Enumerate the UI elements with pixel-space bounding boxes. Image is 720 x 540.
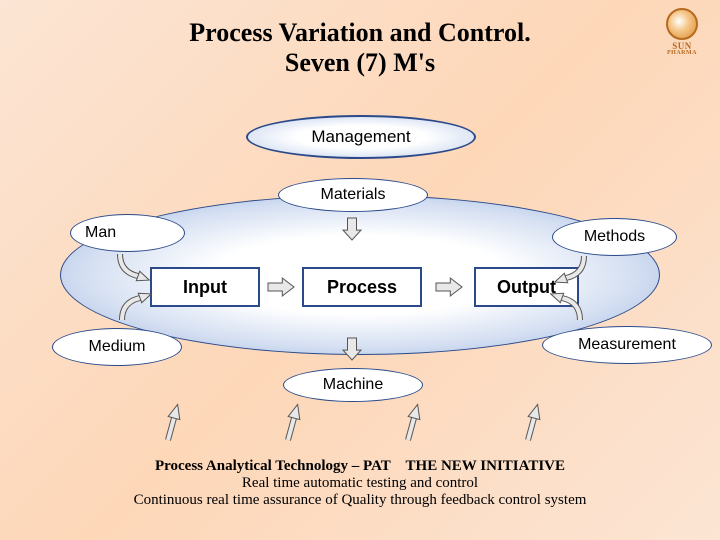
footer-line2: Real time automatic testing and control (0, 475, 720, 492)
footer-text: Process Analytical Technology – PAT THE … (0, 458, 720, 509)
footer-line1b: THE NEW INITIATIVE (406, 458, 566, 474)
footer-line1a: Process Analytical Technology – PAT (155, 458, 391, 474)
footer-line3: Continuous real time assurance of Qualit… (0, 492, 720, 509)
